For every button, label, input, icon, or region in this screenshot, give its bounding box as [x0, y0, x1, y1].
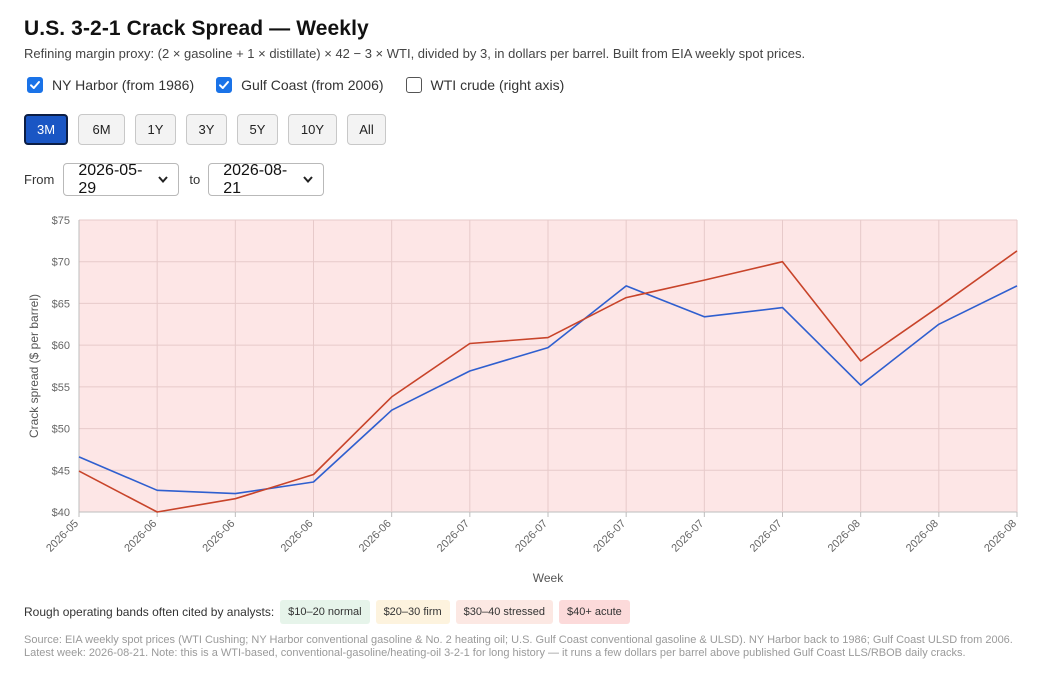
- band-firm: $20–30 firm: [375, 600, 450, 624]
- toggle-ny-harbor-label: NY Harbor (from 1986): [52, 77, 195, 93]
- series-toggles: NY Harbor (from 1986) Gulf Coast (from 2…: [27, 77, 586, 93]
- y-tick-label: $60: [52, 340, 70, 352]
- x-tick-label: 2026-06: [279, 518, 316, 555]
- checkbox-ny-harbor[interactable]: [27, 77, 43, 93]
- y-tick-label: $40: [52, 507, 70, 519]
- checkbox-wti[interactable]: [405, 77, 422, 93]
- page-subtitle: Refining margin proxy: (2 × gasoline + 1…: [24, 46, 806, 61]
- y-tick-label: $75: [52, 215, 70, 227]
- from-date-value: 2026-05-29: [78, 161, 143, 197]
- checkbox-gulf-coast[interactable]: [216, 77, 233, 93]
- from-date-select[interactable]: 2026-05-29: [63, 161, 180, 197]
- range-buttons: 3M 6M 1Y 3Y 5Y 10Y All: [24, 114, 396, 145]
- page-title: U.S. 3-2-1 Crack Spread — Weekly: [24, 17, 369, 40]
- series-line-ny-harbor: [78, 285, 1018, 495]
- range-button-1y[interactable]: 1Y: [135, 114, 176, 145]
- range-button-all[interactable]: All: [347, 114, 386, 145]
- series-line-gulf-coast: [78, 250, 1018, 513]
- to-date-value: 2026-08-21: [223, 161, 288, 197]
- band-normal: $10–20 normal: [280, 600, 370, 624]
- toggle-wti[interactable]: WTI crude (right axis): [405, 77, 565, 93]
- y-tick-label: $65: [52, 298, 70, 310]
- toggle-ny-harbor[interactable]: NY Harbor (from 1986): [27, 77, 194, 93]
- x-axis-title: Week: [533, 571, 564, 585]
- range-button-3m[interactable]: 3M: [24, 114, 68, 145]
- x-tick-label: 2026-07: [591, 518, 628, 555]
- band-acute: $40+ acute: [559, 600, 630, 624]
- y-axis-title: Crack spread ($ per barrel): [27, 294, 41, 438]
- x-tick-label: 2026-06: [122, 518, 159, 555]
- operating-bands: Rough operating bands often cited by ana…: [24, 600, 636, 624]
- range-button-3y[interactable]: 3Y: [186, 114, 227, 145]
- y-tick-label: $50: [52, 424, 70, 436]
- toggle-gulf-coast-label: Gulf Coast (from 2006): [241, 77, 384, 93]
- y-tick-label: $55: [52, 382, 70, 394]
- source-note: Source: EIA weekly spot prices (WTI Cush…: [24, 634, 1024, 660]
- y-tick-label: $70: [52, 257, 70, 269]
- y-tick-label: $45: [52, 465, 70, 477]
- from-label: From: [24, 172, 55, 187]
- x-tick-label: 2026-06: [357, 518, 394, 555]
- source-text: Source: EIA weekly spot prices (WTI Cush…: [24, 634, 1013, 646]
- x-tick-label: 2026-06: [200, 518, 237, 555]
- x-tick-label: 2026-07: [513, 518, 550, 555]
- to-date-select[interactable]: 2026-08-21: [208, 161, 325, 197]
- range-button-5y[interactable]: 5Y: [237, 114, 278, 145]
- range-button-10y[interactable]: 10Y: [288, 114, 337, 145]
- date-range: From 2026-05-29 to 2026-08-21: [24, 161, 325, 197]
- x-tick-label: 2026-08: [826, 518, 863, 555]
- range-button-6m[interactable]: 6M: [78, 114, 125, 145]
- x-tick-label: 2026-07: [748, 518, 785, 555]
- band-stressed: $30–40 stressed: [455, 600, 553, 624]
- chevron-down-icon: [158, 176, 169, 183]
- x-tick-label: 2026-08: [904, 518, 941, 555]
- to-label: to: [189, 172, 201, 187]
- toggle-wti-label: WTI crude (right axis): [430, 77, 565, 93]
- x-tick-label: 2026-08: [982, 518, 1019, 555]
- bands-label: Rough operating bands often cited by ana…: [24, 605, 275, 619]
- x-tick-label: 2026-07: [669, 518, 706, 555]
- x-tick-label: 2026-07: [435, 518, 472, 555]
- chevron-down-icon: [303, 176, 313, 183]
- crack-spread-chart: $40 $45 $50 $55 $60 $65 $70 $75 2026-05 2026-06 20…: [27, 215, 1019, 585]
- latest-note: Latest week: 2026-08-21. Note: this is a…: [24, 647, 966, 659]
- toggle-gulf-coast[interactable]: Gulf Coast (from 2006): [216, 77, 384, 93]
- x-tick-label: 2026-05: [44, 518, 81, 555]
